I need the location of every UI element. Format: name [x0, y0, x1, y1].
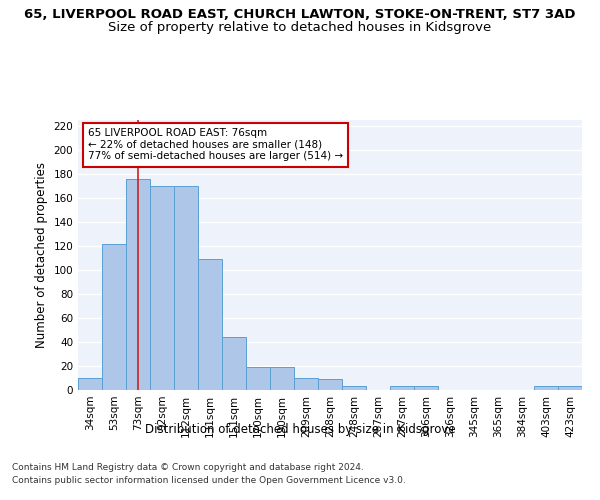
Bar	[270, 367, 294, 390]
Text: Contains HM Land Registry data © Crown copyright and database right 2024.: Contains HM Land Registry data © Crown c…	[12, 462, 364, 471]
Text: Size of property relative to detached houses in Kidsgrove: Size of property relative to detached ho…	[109, 21, 491, 34]
Y-axis label: Number of detached properties: Number of detached properties	[35, 162, 48, 348]
Bar	[222, 337, 246, 390]
Bar	[390, 386, 414, 390]
Bar	[198, 259, 222, 390]
Text: Distribution of detached houses by size in Kidsgrove: Distribution of detached houses by size …	[145, 422, 455, 436]
Bar	[102, 244, 126, 390]
Text: 65 LIVERPOOL ROAD EAST: 76sqm
← 22% of detached houses are smaller (148)
77% of : 65 LIVERPOOL ROAD EAST: 76sqm ← 22% of d…	[88, 128, 343, 162]
Bar	[78, 378, 102, 390]
Bar	[318, 379, 342, 390]
Bar	[342, 386, 366, 390]
Bar	[174, 186, 198, 390]
Bar	[246, 367, 270, 390]
Bar	[150, 186, 174, 390]
Text: Contains public sector information licensed under the Open Government Licence v3: Contains public sector information licen…	[12, 476, 406, 485]
Bar	[126, 179, 150, 390]
Text: 65, LIVERPOOL ROAD EAST, CHURCH LAWTON, STOKE-ON-TRENT, ST7 3AD: 65, LIVERPOOL ROAD EAST, CHURCH LAWTON, …	[24, 8, 576, 20]
Bar	[534, 386, 558, 390]
Bar	[294, 378, 318, 390]
Bar	[414, 386, 438, 390]
Bar	[558, 386, 582, 390]
